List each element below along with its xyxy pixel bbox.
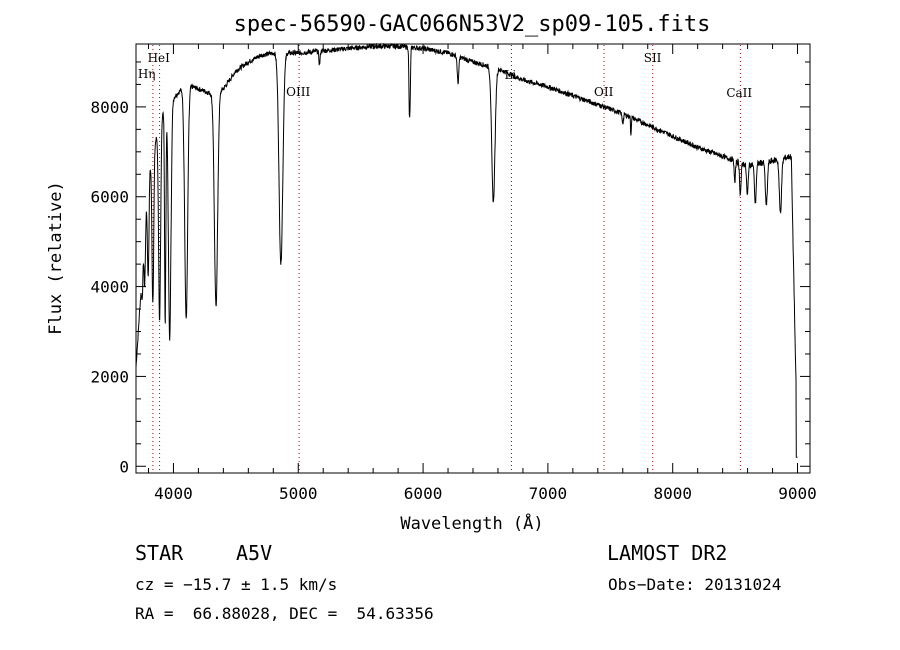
x-axis: 4000 5000 6000 7000 8000 9000	[147, 44, 817, 503]
x-tick-label: 5000	[279, 484, 318, 503]
plot-area: HeI Hη OIII Li OII SII CaII	[135, 42, 798, 472]
line-marker-label: OIII	[286, 85, 310, 99]
y-axis: 0 2000 4000 6000 8000	[90, 61, 810, 476]
line-marker-label: CaII	[726, 86, 752, 100]
x-axis-label: Wavelength (Å)	[400, 512, 543, 534]
line-marker-label: SII	[644, 51, 662, 65]
survey-name: LAMOST DR2	[607, 541, 728, 565]
line-marker-label: Li	[504, 68, 516, 82]
y-tick-label: 8000	[90, 98, 129, 117]
x-tick-label: 7000	[529, 484, 568, 503]
plot-frame	[135, 43, 811, 474]
spectrum-line	[135, 42, 798, 458]
coordinates: RA = 66.88028, DEC = 54.63356	[135, 604, 434, 623]
x-tick-label: 8000	[653, 484, 692, 503]
observation-date: Obs−Date: 20131024	[608, 575, 782, 594]
y-tick-label: 6000	[90, 188, 129, 207]
line-marker-label: HeI	[148, 51, 171, 65]
line-marker-label: Hη	[138, 67, 156, 81]
x-tick-label: 6000	[404, 484, 443, 503]
y-tick-label: 2000	[90, 367, 129, 386]
y-tick-label: 4000	[90, 278, 129, 297]
x-tick-label: 9000	[778, 484, 817, 503]
chart-title: spec-56590-GAC066N53V2_sp09-105.fits	[234, 12, 711, 37]
spectral-subclass: A5V	[236, 541, 273, 565]
y-axis-label: Flux (relative)	[46, 181, 66, 335]
x-tick-label: 4000	[154, 484, 193, 503]
line-marker-label: OII	[594, 85, 614, 99]
redshift-cz: cz = −15.7 ± 1.5 km/s	[135, 575, 338, 594]
object-class: STAR	[135, 541, 184, 565]
y-tick-label: 0	[119, 457, 129, 476]
